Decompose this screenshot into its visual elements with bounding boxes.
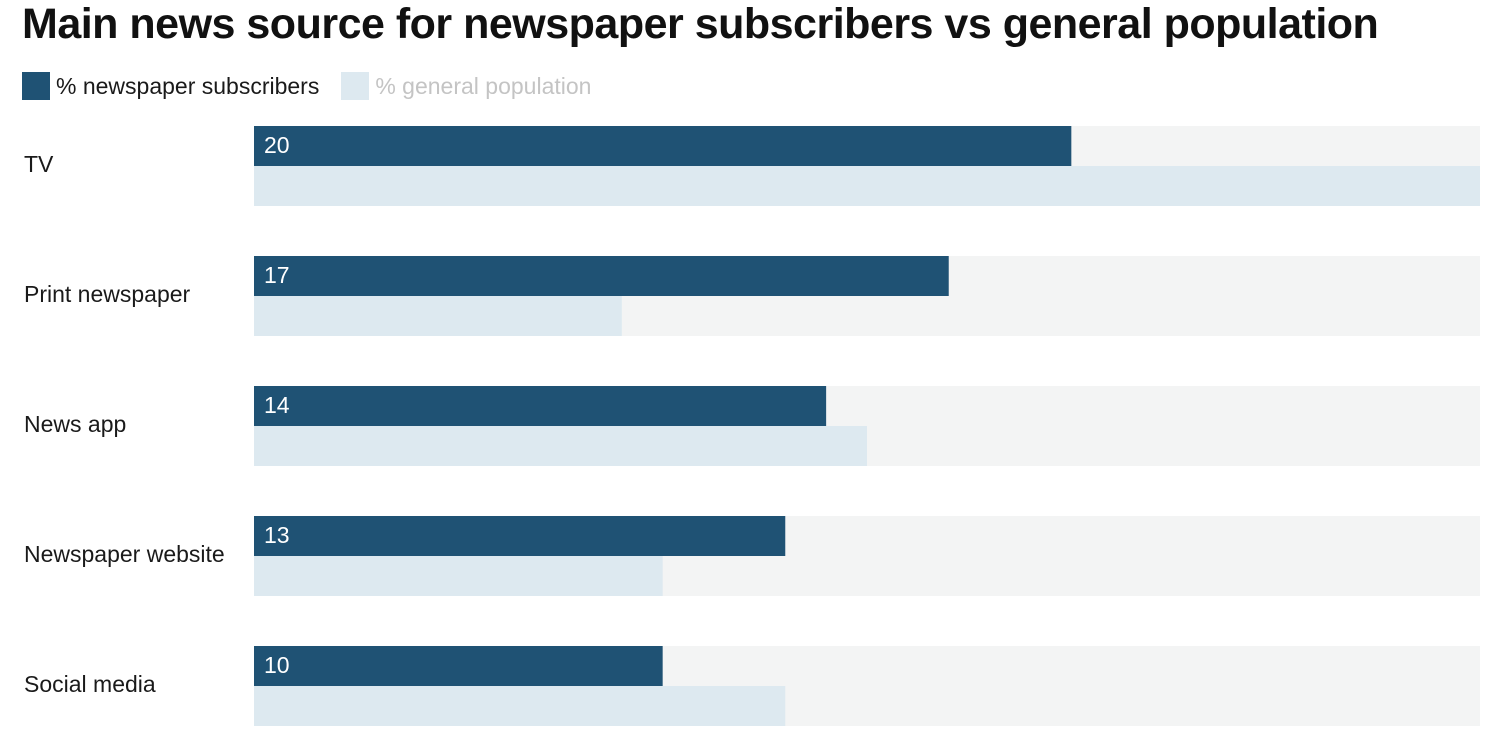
category-label-social-media: Social media bbox=[24, 671, 156, 697]
legend-swatch-subscribers bbox=[22, 72, 50, 100]
legend: % newspaper subscribers % general popula… bbox=[22, 72, 613, 100]
value-label-subscribers-news-app: 14 bbox=[264, 392, 290, 418]
bar-general-population-tv bbox=[254, 166, 1480, 206]
value-label-subscribers-tv: 20 bbox=[264, 132, 290, 158]
category-label-tv: TV bbox=[24, 151, 54, 177]
value-label-subscribers-newspaper-website: 13 bbox=[264, 522, 290, 548]
legend-swatch-general-population bbox=[341, 72, 370, 100]
category-label-news-app: News app bbox=[24, 411, 126, 437]
bar-subscribers-news-app bbox=[254, 386, 827, 426]
value-label-subscribers-social-media: 10 bbox=[264, 652, 290, 678]
category-label-newspaper-website: Newspaper website bbox=[24, 541, 225, 567]
bar-general-population-social-media bbox=[254, 686, 786, 726]
bar-subscribers-social-media bbox=[254, 646, 663, 686]
value-label-subscribers-print-newspaper: 17 bbox=[264, 262, 290, 288]
bar-general-population-newspaper-website bbox=[254, 556, 663, 596]
bar-subscribers-tv bbox=[254, 126, 1072, 166]
bar-subscribers-newspaper-website bbox=[254, 516, 786, 556]
bar-subscribers-print-newspaper bbox=[254, 256, 949, 296]
legend-item-general-population: % general population bbox=[341, 72, 591, 100]
legend-item-subscribers: % newspaper subscribers bbox=[22, 72, 319, 100]
chart-title: Main news source for newspaper subscribe… bbox=[22, 0, 1379, 48]
category-label-print-newspaper: Print newspaper bbox=[24, 281, 191, 307]
legend-label-general-population: % general population bbox=[375, 73, 592, 99]
bar-general-population-news-app bbox=[254, 426, 867, 466]
bar-general-population-print-newspaper bbox=[254, 296, 622, 336]
legend-label-subscribers: % newspaper subscribers bbox=[56, 73, 320, 99]
